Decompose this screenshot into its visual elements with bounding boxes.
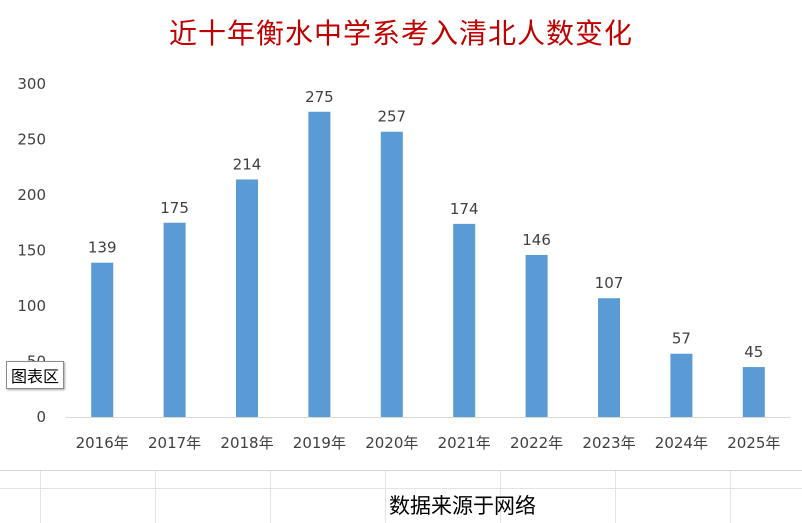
bar[interactable] [236,179,258,417]
data-label: 175 [160,199,189,217]
data-label: 257 [377,108,406,126]
y-tick-label: 300 [17,75,46,93]
bar[interactable] [742,367,765,417]
bar[interactable] [670,353,693,417]
x-tick-label: 2017年 [148,434,201,452]
data-label: 45 [744,343,763,361]
bar[interactable] [453,223,476,417]
bar-chart: 0501001502002503001392016年1752017年214201… [17,75,790,452]
bar[interactable] [308,111,331,417]
x-tick-label: 2020年 [365,434,418,452]
x-tick-label: 2025年 [727,434,780,452]
grid-row-line [0,488,802,489]
source-note: 数据来源于网络 [389,494,536,518]
x-tick-label: 2018年 [220,434,273,452]
data-label: 57 [672,330,691,348]
grid-column-line [40,471,41,523]
bar[interactable] [163,222,186,417]
data-label: 275 [305,88,334,106]
bar[interactable] [380,131,403,418]
y-tick-label: 0 [36,408,46,426]
bar[interactable] [525,254,548,417]
y-tick-label: 100 [17,297,46,315]
data-label: 139 [88,239,117,257]
grid-column-line [500,471,501,523]
x-tick-label: 2019年 [293,434,346,452]
spreadsheet-grid[interactable] [0,470,802,523]
chart-area-tooltip: 图表区 [6,361,65,389]
y-tick-label: 200 [17,186,46,204]
x-tick-label: 2021年 [438,434,491,452]
grid-column-line [270,471,271,523]
y-tick-label: 250 [17,131,46,149]
bar[interactable] [91,262,114,417]
data-label: 214 [233,155,262,173]
data-label: 107 [595,274,624,292]
x-tick-label: 2024年 [655,434,708,452]
grid-column-line [385,471,386,523]
data-label: 146 [522,231,551,249]
bar[interactable] [598,298,620,417]
chart-area[interactable]: 近十年衡水中学系考入清北人数变化 05010015020025030013920… [0,0,802,470]
chart-title: 近十年衡水中学系考入清北人数变化 [168,17,633,50]
grid-column-line [155,471,156,523]
x-tick-label: 2022年 [510,434,563,452]
data-label: 174 [450,200,479,218]
grid-column-line [615,471,616,523]
y-tick-label: 150 [17,242,46,260]
grid-column-line [730,471,731,523]
x-tick-label: 2023年 [582,434,635,452]
x-tick-label: 2016年 [76,434,129,452]
